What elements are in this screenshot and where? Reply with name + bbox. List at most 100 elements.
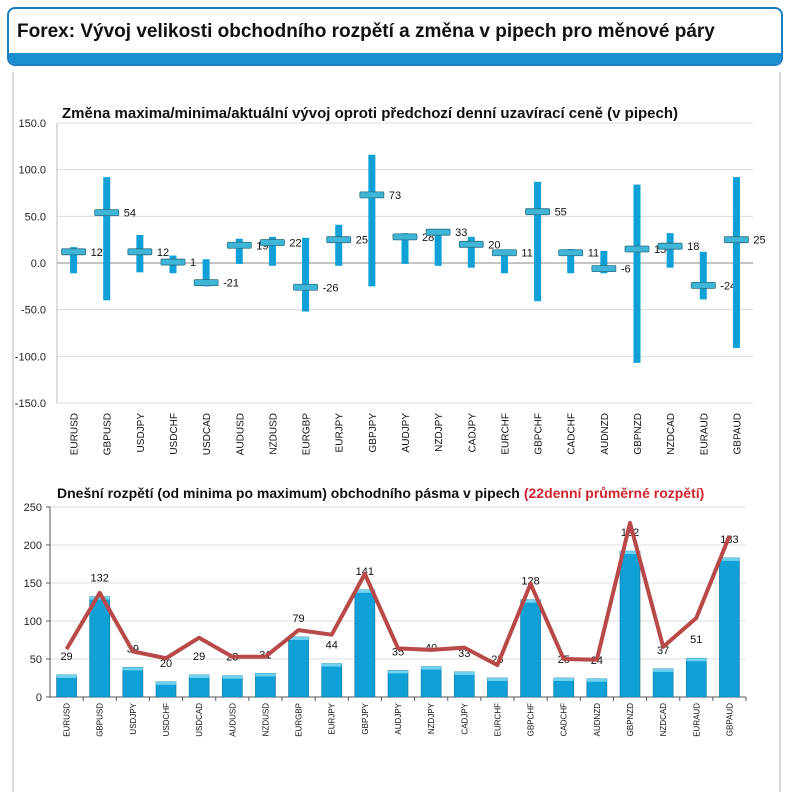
y-tick-label: -150.0 [15,398,46,410]
range-bar [652,668,674,698]
x-tick-label: EURAUD [699,413,710,455]
bar-highlight [122,667,143,671]
range-bar [467,236,475,268]
chart2-title-extra: (22denní průměrné rozpětí) [524,485,704,501]
data-label: -24 [720,280,736,292]
current-marker [94,209,120,217]
header-box: Forex: Vývoj velikosti obchodního rozpět… [7,7,783,66]
current-marker [392,233,418,241]
x-tick-label: EURJPY [328,702,337,734]
y-tick-label: 150 [24,578,42,590]
range-bar [202,259,210,287]
bar-highlight [156,681,176,685]
data-label: 141 [356,566,374,578]
x-tick-label: CADJPY [467,413,478,453]
range-bar [188,674,210,698]
x-tick-label: GBPAUD [732,413,743,455]
x-tick-label: USDCAD [202,413,213,455]
range-bar [453,671,475,698]
range-bar [567,249,575,274]
bar-highlight [454,671,475,675]
bar-highlight [719,557,740,561]
x-tick-label: AUDJPY [401,413,412,453]
data-label: 128 [521,576,539,588]
x-tick-label: GBPJPY [361,702,370,734]
current-marker [624,245,650,253]
x-tick-label: USDCAD [195,703,204,737]
current-marker [690,281,716,289]
range-bar [288,636,309,698]
data-label: -21 [223,278,239,290]
range-bar [103,177,111,301]
current-marker [492,249,517,257]
x-tick-label: EURCHF [493,703,502,736]
range-bar [122,667,144,698]
chart2-title-main: Dnešní rozpětí (od minima po maximum) ob… [57,485,520,501]
bar-highlight [189,674,210,678]
data-label: 37 [657,645,669,657]
current-marker [127,248,153,256]
range-bar [70,247,78,274]
data-label: 79 [292,613,304,625]
range-bar [255,673,276,698]
range-bar [56,674,77,698]
x-tick-label: USDCHF [169,413,180,455]
x-tick-label: GBPCHF [534,413,545,455]
range-bar [302,237,310,312]
x-tick-label: AUDNZD [600,413,611,455]
range-bar [534,181,542,302]
charts-panel [12,72,781,792]
change-chart: Změna maxima/minima/aktuální vývoj oprot… [15,105,766,455]
data-label: 33 [455,227,467,239]
data-label: 11 [521,248,532,260]
current-marker [591,265,617,273]
bar-highlight [520,599,541,603]
data-label: 132 [91,573,109,585]
bar-highlight [620,551,640,555]
range-bar [732,177,740,348]
x-tick-label: EURUSD [70,413,81,455]
data-label: 73 [389,190,401,202]
x-tick-label: USDJPY [129,702,138,734]
range-bar [401,233,409,264]
current-marker [359,191,385,199]
data-label: 12 [157,247,169,259]
range-bar [368,154,376,287]
bar-highlight [487,678,508,681]
x-tick-label: CADJPY [460,702,469,734]
x-tick-label: EURJPY [335,413,346,453]
y-tick-label: 100 [24,616,42,628]
x-tick-label: AUDJPY [394,702,403,734]
x-tick-label: USDJPY [136,413,147,453]
range-bar [268,236,276,266]
data-label: 18 [687,241,699,253]
x-tick-label: GBPAUD [725,703,734,736]
y-tick-label: -100.0 [15,351,46,363]
x-tick-label: EURAUD [692,703,701,737]
x-tick-label: EURGBP [295,703,304,737]
x-tick-label: CADCHF [560,703,569,736]
range-bar [666,233,674,268]
x-tick-label: GBPJPY [368,413,379,453]
bar-highlight [388,670,408,674]
current-marker [724,236,749,244]
current-marker [293,283,318,291]
y-tick-label: 200 [24,540,42,552]
y-tick-label: 0.0 [31,258,46,270]
data-label: 29 [193,651,205,663]
y-tick-label: 0 [36,692,42,704]
range-bar [235,238,243,264]
current-marker [657,242,683,250]
current-marker [326,236,352,244]
range-bar [434,230,442,266]
data-label: 20 [488,239,500,251]
y-tick-label: 50.0 [25,211,46,223]
bar-highlight [553,678,574,681]
range-bar [719,557,740,698]
data-label: 51 [690,634,702,646]
x-tick-label: USDCHF [162,703,171,736]
average-range-line [64,520,732,668]
range-bar [699,251,707,300]
current-marker [558,249,584,257]
